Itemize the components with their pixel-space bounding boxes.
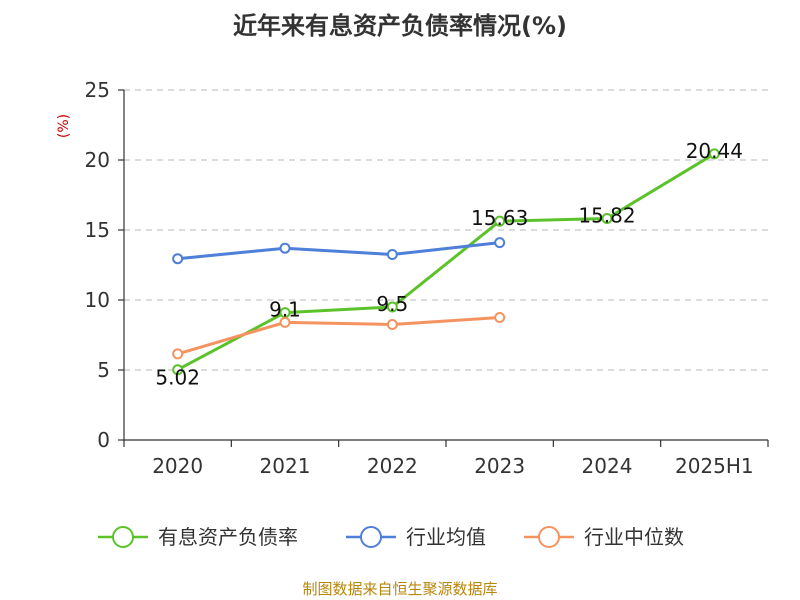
data-point (279, 316, 291, 328)
data-label: 15.82 (578, 204, 635, 228)
legend-label[interactable]: 有息资产负债率 (158, 525, 298, 549)
x-tick-label: 2022 (367, 454, 418, 478)
y-tick-label: 15 (85, 218, 110, 242)
y-tick-label: 25 (85, 78, 110, 102)
data-labels: 5.02 9.1 9.5 15.63 15.82 20.44 (155, 139, 743, 390)
x-tick-label: 2020 (152, 454, 203, 478)
y-tick-label: 0 (97, 428, 110, 452)
data-point (172, 348, 184, 360)
data-point (386, 301, 398, 313)
legend-marker (360, 526, 382, 548)
legend-marker (112, 526, 134, 548)
data-point (708, 148, 720, 160)
y-tick-label: 5 (97, 358, 110, 382)
data-point (172, 253, 184, 265)
legend-marker (538, 526, 560, 548)
data-label: 20.44 (686, 139, 743, 163)
data-point (494, 215, 506, 227)
data-point (172, 364, 184, 376)
series-group (172, 148, 720, 376)
legend-label[interactable]: 行业中位数 (584, 525, 684, 549)
x-tick-label: 2021 (260, 454, 311, 478)
x-tick-label: 2023 (474, 454, 525, 478)
grid-lines (124, 89, 768, 371)
chart-title: 近年来有息资产负债率情况(%) (233, 12, 567, 40)
series-line-2 (177, 316, 500, 356)
series-line-0 (176, 152, 716, 372)
x-tick-label: 2024 (582, 454, 633, 478)
series-line-1 (177, 241, 500, 261)
data-label: 9.1 (269, 298, 301, 322)
legend-label[interactable]: 行业均值 (406, 525, 486, 549)
data-point (386, 319, 398, 330)
x-tick-label: 2025H1 (675, 454, 754, 478)
y-tick-label: 10 (85, 288, 110, 312)
legend: 有息资产负债率 行业均值 行业中位数 (98, 525, 684, 549)
axes: 0 5 10 15 20 25 2020 2021 2022 2023 2024 2025H1 (85, 78, 769, 478)
data-point (494, 312, 506, 323)
y-tick-label: 20 (85, 148, 110, 172)
source-note: 制图数据来自恒生聚源数据库 (302, 580, 497, 598)
data-label: 15.63 (471, 206, 528, 230)
data-label: 9.5 (376, 292, 408, 316)
data-point (601, 213, 613, 225)
data-point (386, 249, 398, 260)
data-point (494, 237, 506, 249)
y-axis-label: (%) (56, 114, 72, 138)
data-point (279, 242, 291, 254)
data-label: 5.02 (155, 366, 200, 390)
